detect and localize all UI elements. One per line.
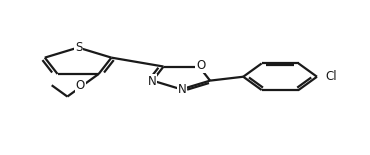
- Text: Cl: Cl: [326, 70, 337, 83]
- Text: N: N: [148, 75, 156, 88]
- Text: O: O: [196, 59, 206, 72]
- Text: O: O: [75, 79, 85, 92]
- Text: S: S: [75, 41, 83, 54]
- Text: N: N: [178, 83, 186, 96]
